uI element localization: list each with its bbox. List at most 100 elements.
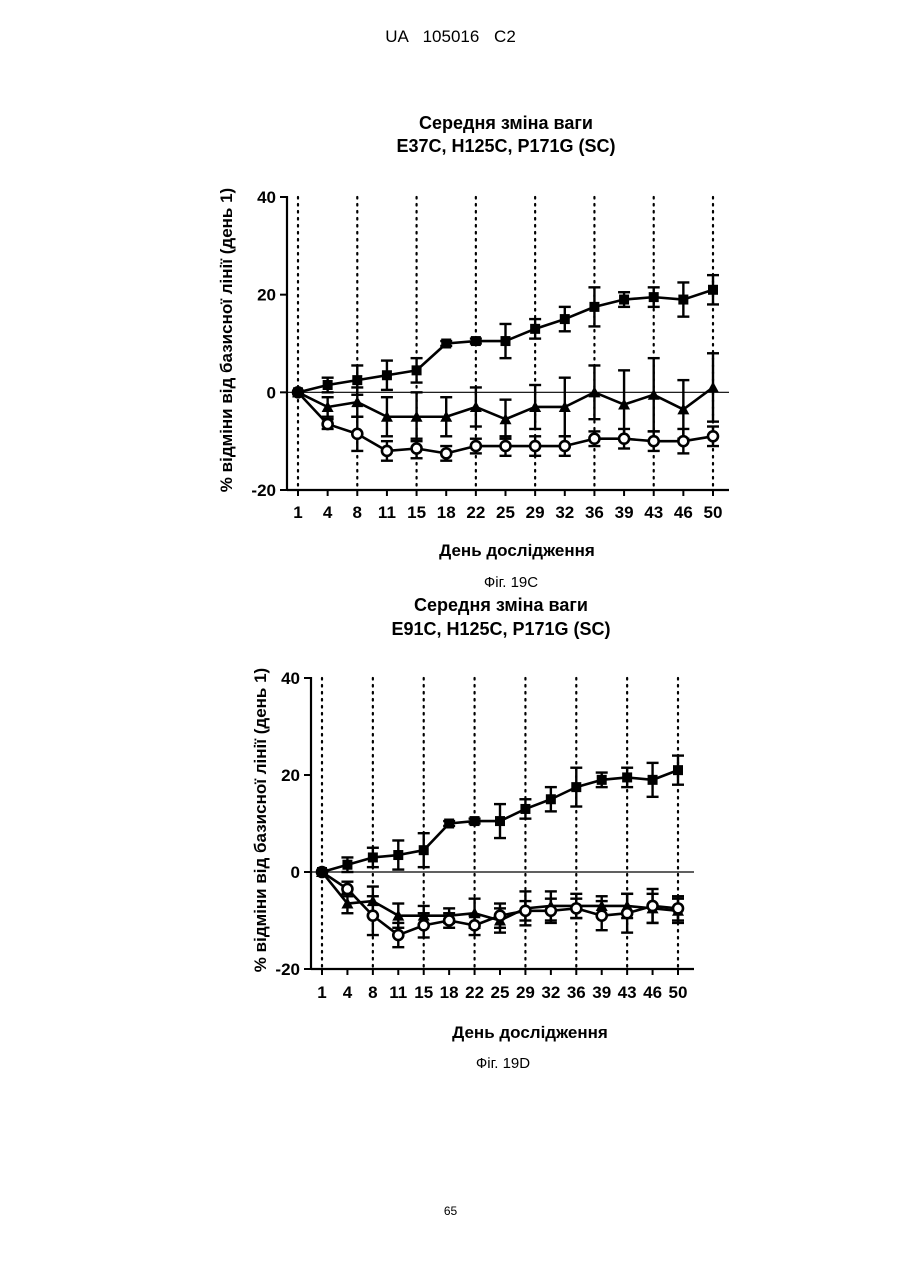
data-point xyxy=(597,775,607,785)
x-tick-label: 50 xyxy=(704,503,723,522)
x-tick-label: 4 xyxy=(343,983,353,1002)
x-tick-label: 29 xyxy=(516,983,535,1002)
x-tick-label: 25 xyxy=(496,503,515,522)
x-tick-label: 15 xyxy=(414,983,433,1002)
x-tick-label: 18 xyxy=(440,983,459,1002)
y-axis-label: % відміни від базисної лінії (день 1) xyxy=(251,668,270,972)
data-point xyxy=(352,429,362,439)
data-point xyxy=(571,782,581,792)
data-point xyxy=(323,380,333,390)
y-axis-label: % відміни від базисної лінії (день 1) xyxy=(217,188,236,492)
y-tick-label: 20 xyxy=(281,766,300,785)
data-point xyxy=(560,314,570,324)
data-point xyxy=(470,816,480,826)
x-tick-label: 4 xyxy=(323,503,333,522)
data-point xyxy=(342,860,352,870)
x-tick-label: 8 xyxy=(368,983,377,1002)
y-tick-label: -20 xyxy=(251,481,276,500)
chart-subtitle: E91C, H125C, P171G (SC) xyxy=(391,619,610,639)
x-tick-label: 39 xyxy=(615,503,634,522)
data-point xyxy=(648,389,660,400)
data-point xyxy=(589,302,599,312)
y-tick-label: 0 xyxy=(267,383,276,402)
x-tick-label: 36 xyxy=(585,503,604,522)
figure-caption: Фіг. 19D xyxy=(476,1055,530,1072)
plot-area: -2002040148111518222529323639434650 xyxy=(251,188,729,522)
data-point xyxy=(382,446,392,456)
x-tick-label: 43 xyxy=(644,503,663,522)
data-point xyxy=(471,336,481,346)
data-point xyxy=(501,336,511,346)
data-point xyxy=(412,365,422,375)
data-point xyxy=(622,908,632,918)
plot-area: -2002040148111518222529323639434650 xyxy=(275,669,694,1002)
y-tick-label: -20 xyxy=(275,960,300,979)
data-point xyxy=(382,370,392,380)
data-point xyxy=(530,324,540,334)
data-point xyxy=(441,448,451,458)
x-tick-label: 32 xyxy=(541,983,560,1002)
data-point xyxy=(649,292,659,302)
data-point xyxy=(441,339,451,349)
page-number: 65 xyxy=(0,1204,901,1218)
data-point xyxy=(546,906,556,916)
start-point xyxy=(316,866,328,878)
data-point xyxy=(619,434,629,444)
data-point xyxy=(673,903,683,913)
x-tick-label: 39 xyxy=(592,983,611,1002)
chart-19c: Середня зміна ваги E37C, H125C, P171G (S… xyxy=(217,113,729,591)
x-tick-label: 1 xyxy=(293,503,302,522)
x-tick-label: 22 xyxy=(466,503,485,522)
data-point xyxy=(597,911,607,921)
chart-subtitle: E37C, H125C, P171G (SC) xyxy=(396,136,615,156)
chart-title: Середня зміна ваги xyxy=(419,113,593,133)
data-point xyxy=(495,816,505,826)
data-point xyxy=(546,794,556,804)
data-point xyxy=(708,431,718,441)
data-point xyxy=(342,884,352,894)
start-point xyxy=(292,386,304,398)
data-point xyxy=(589,434,599,444)
data-point xyxy=(520,906,530,916)
x-tick-label: 29 xyxy=(526,503,545,522)
data-point xyxy=(471,441,481,451)
chart-19d: Середня зміна ваги E91C, H125C, P171G (S… xyxy=(251,595,694,1072)
data-point xyxy=(707,381,719,392)
data-point xyxy=(708,285,718,295)
x-axis-label: День дослідження xyxy=(452,1023,608,1042)
x-tick-label: 46 xyxy=(674,503,693,522)
data-point xyxy=(352,375,362,385)
y-tick-label: 0 xyxy=(291,863,300,882)
data-point xyxy=(470,920,480,930)
data-point xyxy=(444,916,454,926)
data-point xyxy=(470,401,482,412)
series-square xyxy=(317,756,684,877)
data-point xyxy=(419,920,429,930)
data-point xyxy=(649,436,659,446)
data-point xyxy=(678,436,688,446)
x-tick-label: 11 xyxy=(378,503,396,522)
data-point xyxy=(678,295,688,305)
data-point xyxy=(444,819,454,829)
chart-title: Середня зміна ваги xyxy=(414,595,588,615)
data-point xyxy=(622,772,632,782)
data-point xyxy=(412,443,422,453)
y-tick-label: 40 xyxy=(257,188,276,207)
data-point xyxy=(560,441,570,451)
x-tick-label: 32 xyxy=(555,503,574,522)
data-point xyxy=(368,911,378,921)
data-point xyxy=(530,441,540,451)
data-point xyxy=(368,852,378,862)
x-tick-label: 43 xyxy=(618,983,637,1002)
x-tick-label: 1 xyxy=(317,983,326,1002)
x-tick-label: 50 xyxy=(669,983,688,1002)
y-tick-label: 40 xyxy=(281,669,300,688)
data-point xyxy=(419,845,429,855)
x-tick-label: 25 xyxy=(491,983,510,1002)
figure-caption: Фіг. 19С xyxy=(484,574,538,591)
data-point xyxy=(673,765,683,775)
x-tick-label: 18 xyxy=(437,503,456,522)
data-point xyxy=(323,419,333,429)
data-point xyxy=(648,775,658,785)
